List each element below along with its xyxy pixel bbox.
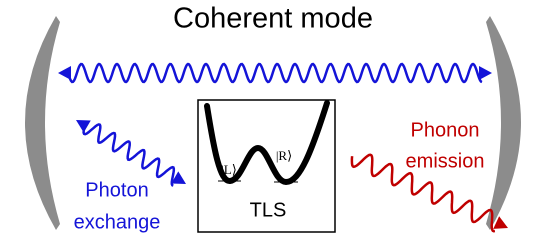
diagram: Coherent mode TLS |L⟩ |R⟩ Photon exchang… (0, 0, 546, 241)
arrow-head (479, 66, 492, 80)
wave (84, 124, 174, 185)
annotation: emission (406, 150, 485, 172)
title: Coherent mode (173, 3, 373, 35)
state-label: |L⟩ (221, 162, 237, 177)
arrow-head (58, 66, 71, 80)
wave (68, 64, 482, 82)
annotation: Photon (85, 179, 148, 201)
annotation: Phonon (411, 119, 480, 141)
left-mirror (25, 16, 60, 230)
tls-label: TLS (250, 199, 287, 221)
annotation: exchange (74, 211, 161, 233)
right-mirror (486, 16, 521, 230)
state-label: |R⟩ (276, 148, 292, 163)
